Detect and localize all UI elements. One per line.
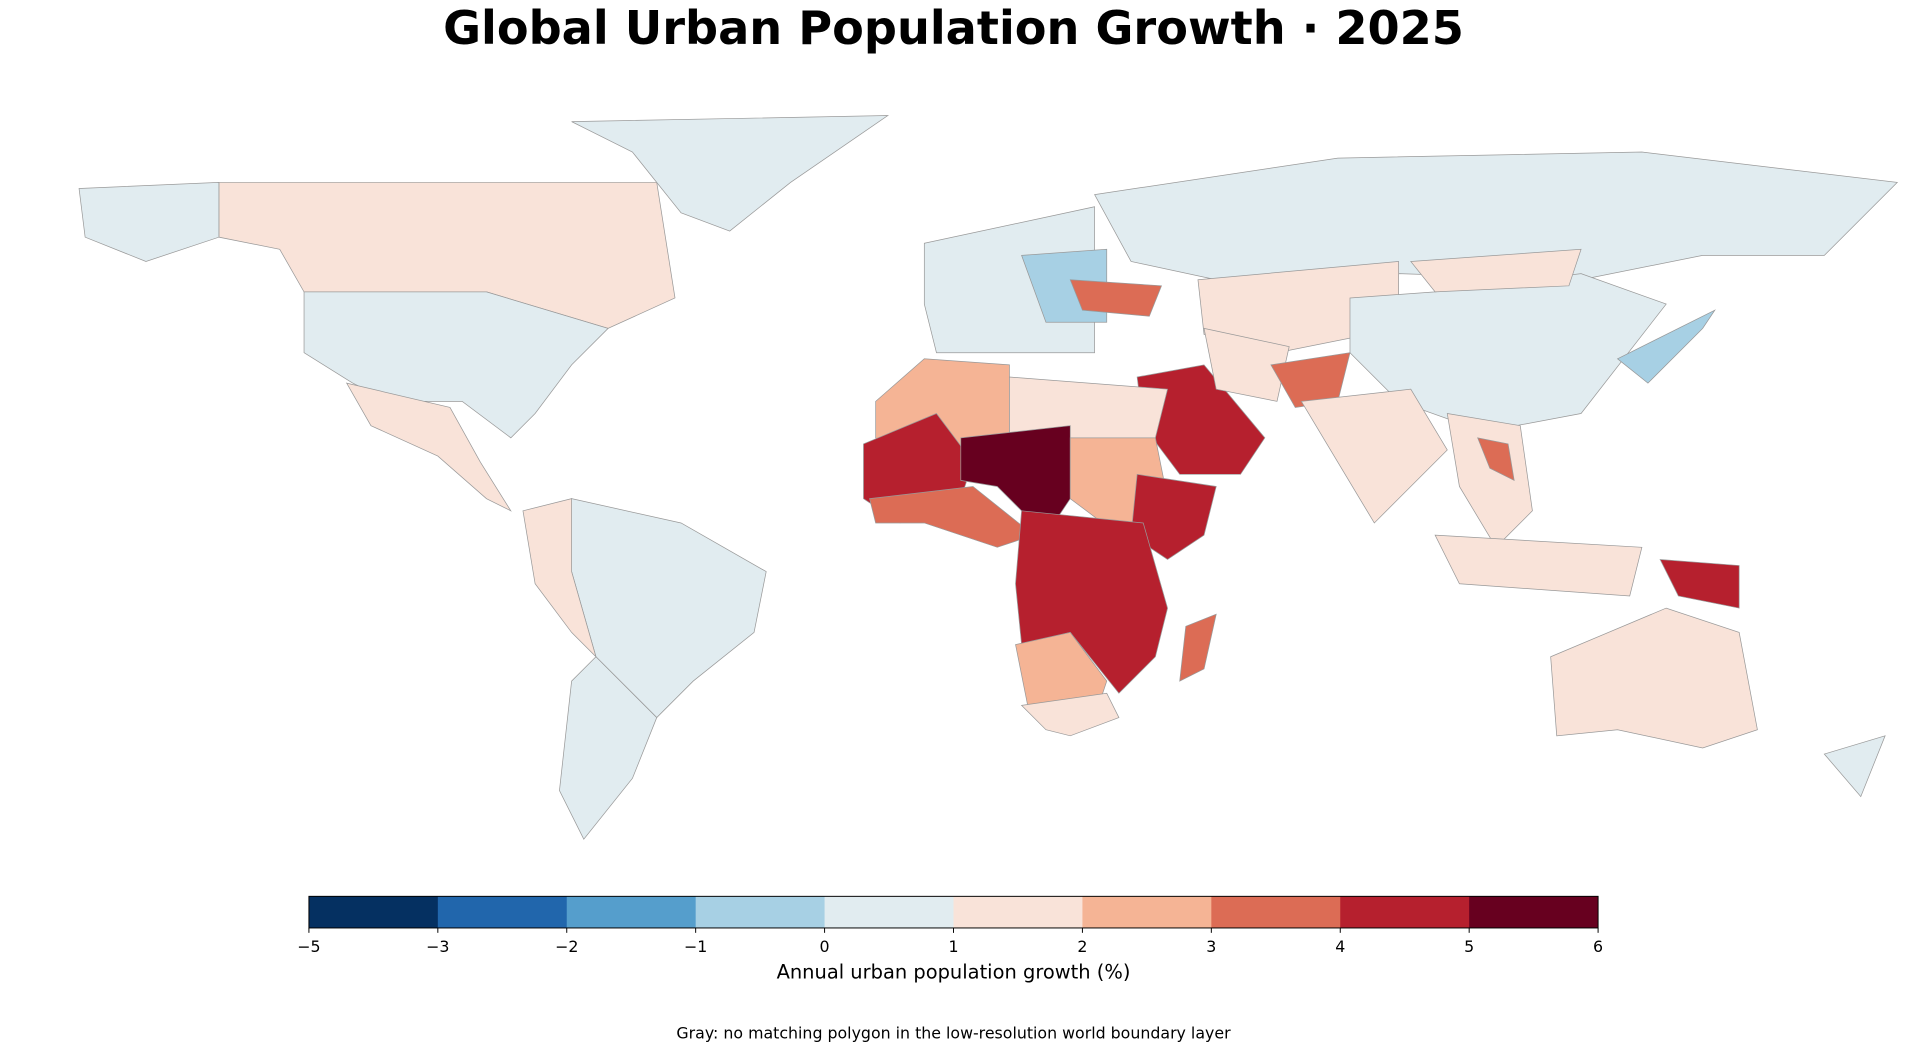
- region: [1550, 607, 1758, 749]
- region: [1179, 613, 1217, 682]
- colorbar-bin: [308, 896, 439, 928]
- colorbar-tick-label: 4: [1335, 937, 1345, 956]
- note: Gray: no matching polygon in the low-res…: [676, 1023, 1231, 1042]
- colorbar-tick-label: −2: [555, 937, 578, 956]
- region: [1094, 151, 1899, 281]
- colorbar-bin: [695, 896, 825, 928]
- region: [1659, 559, 1740, 609]
- region: [1020, 692, 1120, 737]
- colorbar-tick-label: 1: [948, 937, 958, 956]
- colorbar-bin: [953, 896, 1083, 928]
- region: [1069, 279, 1162, 317]
- region: [1300, 388, 1448, 524]
- region: [303, 291, 609, 439]
- region: [1616, 309, 1716, 384]
- region: [559, 656, 658, 840]
- colorbar-tick-label: −3: [426, 937, 449, 956]
- region: [1477, 437, 1515, 482]
- colorbar-tick-label: −1: [684, 937, 707, 956]
- colorbar-tick-label: 2: [1077, 937, 1087, 956]
- region: [869, 486, 1035, 548]
- region: [78, 182, 220, 262]
- colorbar-bin: [1340, 896, 1470, 928]
- region: [1203, 327, 1290, 402]
- region: [1410, 248, 1582, 293]
- region: [1823, 735, 1886, 798]
- region: [1434, 534, 1643, 597]
- map-title: Global Urban Population Growth · 2025: [443, 1, 1464, 55]
- colorbar-tick-label: −5: [297, 937, 320, 956]
- colorbar-bin: [1082, 896, 1212, 928]
- region: [1446, 413, 1533, 548]
- colorbar-bin: [566, 896, 697, 928]
- colorbar-bin: [824, 896, 954, 928]
- colorbar-bin: [437, 896, 568, 928]
- colorbar-tick-label: 0: [820, 937, 830, 956]
- region: [345, 382, 512, 512]
- colorbar-tick-label: 5: [1464, 937, 1474, 956]
- colorbar-label: Annual urban population growth (%): [777, 960, 1131, 983]
- colorbar-bin: [1211, 896, 1341, 928]
- region: [1197, 261, 1399, 354]
- colorbar-tick-label: 6: [1593, 937, 1603, 956]
- region: [1015, 510, 1168, 694]
- colorbar-bin: [1469, 896, 1599, 928]
- colorbar-tick-label: 3: [1206, 937, 1216, 956]
- region: [571, 115, 890, 232]
